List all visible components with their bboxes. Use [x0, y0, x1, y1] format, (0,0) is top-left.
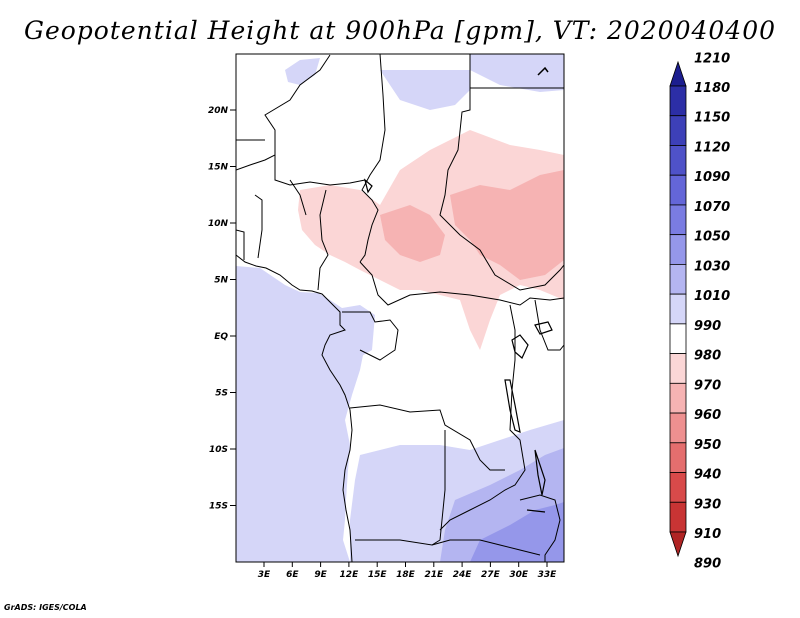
colorbar-bottom-triangle — [669, 531, 687, 558]
lat-tick-label: EQ — [214, 332, 228, 342]
colorbar-label: 1210 — [694, 51, 730, 66]
map-frame — [235, 53, 565, 563]
lon-tick-label: 3E — [258, 570, 271, 580]
chart-title: Geopotential Height at 900hPa [gpm], VT:… — [23, 16, 777, 45]
colorbar-swatch — [669, 115, 687, 146]
colorbar-label: 950 — [694, 438, 721, 453]
north-shade — [370, 54, 564, 110]
longitude-axis: 3E 6E 9E 12E 15E 18E 21E 24E 27E 30E 33E — [258, 562, 557, 580]
colorbar-swatch — [669, 263, 687, 295]
lat-tick-label: 10S — [209, 445, 228, 455]
sahel-core-shade — [450, 170, 564, 280]
map-panel — [235, 53, 565, 563]
colorbar-label: 1010 — [694, 289, 730, 304]
colorbar-swatch — [669, 174, 687, 206]
grads-credit: GrADS: IGES/COLA — [4, 603, 87, 612]
country-borders — [236, 54, 564, 562]
colorbar-swatch — [669, 293, 687, 325]
lat-tick-label: 5S — [215, 389, 228, 399]
colorbar-swatch — [669, 323, 687, 355]
lat-tick-label: 15S — [209, 502, 228, 512]
colorbar-swatch — [669, 234, 687, 265]
colorbar: 1210 1180 1150 1120 1090 1070 1050 1030 1010 990 9… — [669, 51, 730, 572]
gabon-shade — [330, 305, 375, 360]
colorbar-label: 1050 — [694, 230, 730, 245]
colorbar-top-triangle — [669, 60, 687, 87]
ocean-shade — [236, 266, 365, 562]
lat-tick-label: 20N — [208, 106, 229, 116]
colorbar-label: 1030 — [694, 259, 730, 274]
colorbar-label: 1120 — [694, 140, 730, 155]
sahel-west-core — [380, 205, 445, 262]
colorbar-swatch — [669, 382, 687, 414]
lon-tick-label: 12E — [340, 570, 360, 580]
colorbar-label: 1180 — [694, 81, 730, 96]
sinai-coast — [537, 66, 549, 76]
colorbar-swatch — [669, 204, 687, 236]
lat-tick-label: 10N — [208, 219, 229, 229]
colorbar-label: 1070 — [694, 200, 730, 215]
lon-tick-label: 24E — [453, 570, 473, 580]
northwest-shade — [285, 58, 320, 85]
lon-tick-label: 33E — [538, 570, 558, 580]
colorbar-swatch — [669, 412, 687, 444]
lon-tick-label: 15E — [368, 570, 388, 580]
colorbar-label: 990 — [694, 319, 721, 334]
lon-tick-label: 9E — [314, 570, 327, 580]
colorbar-label: 890 — [694, 557, 721, 572]
colorbar-label: 940 — [694, 468, 721, 483]
colorbar-label: 960 — [694, 408, 721, 423]
colorbar-label: 970 — [694, 378, 721, 393]
colorbar-label: 1090 — [694, 170, 730, 185]
colorbar-swatch — [669, 145, 687, 176]
lon-tick-label: 21E — [424, 570, 444, 580]
lon-tick-label: 27E — [481, 570, 501, 580]
colorbar-swatch — [669, 472, 687, 503]
colorbar-swatch — [669, 442, 687, 473]
deep-southeast-shade — [470, 502, 564, 562]
lon-tick-label: 18E — [396, 570, 416, 580]
colorbar-label: 910 — [694, 527, 721, 542]
lon-tick-label: 6E — [286, 570, 299, 580]
colorbar-swatch — [669, 501, 687, 533]
colorbar-label: 930 — [694, 497, 721, 512]
colorbar-swatch — [669, 85, 687, 117]
lon-tick-label: 30E — [509, 570, 529, 580]
lat-tick-label: 15N — [208, 163, 229, 173]
lakes — [363, 178, 553, 513]
colorbar-swatch — [669, 353, 687, 384]
colorbar-label: 980 — [694, 349, 721, 364]
lat-tick-label: 5N — [214, 276, 228, 286]
colorbar-label: 1150 — [694, 111, 730, 126]
latitude-axis: 20N 15N 10N 5N EQ 5S 10S 15S — [208, 106, 236, 512]
